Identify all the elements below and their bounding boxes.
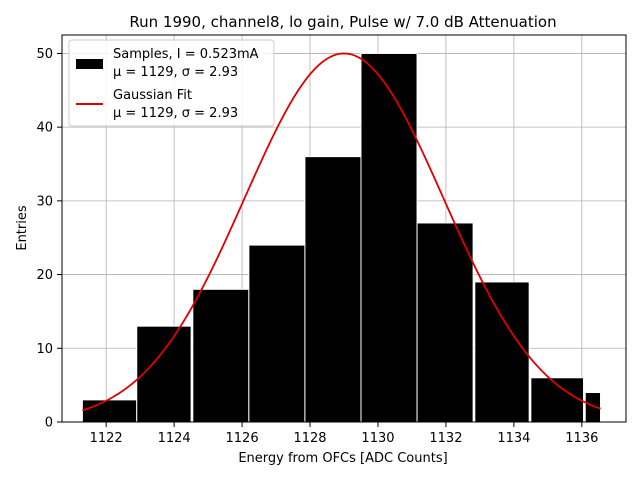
x-tick-label: 1122	[90, 431, 123, 446]
y-tick-label: 0	[45, 416, 53, 431]
histogram-bar	[416, 222, 474, 423]
x-tick-label: 1136	[565, 431, 598, 446]
x-tick-label: 1126	[226, 431, 259, 446]
x-axis: 1122 1124 1126 1128 1130 1132 1134 1136	[90, 422, 598, 446]
y-tick-label: 10	[36, 342, 53, 357]
histogram-bar	[192, 288, 250, 423]
x-tick-label: 1128	[293, 431, 326, 446]
histogram-bar	[474, 281, 530, 423]
histogram-bars	[81, 52, 602, 423]
legend-samples-swatch	[76, 59, 103, 69]
legend-box	[68, 39, 275, 127]
y-axis: 0 10 20 30 40 50	[36, 47, 62, 431]
legend: Samples, I = 0.523mA μ = 1129, σ = 2.93 …	[68, 39, 275, 127]
x-tick-label: 1132	[429, 431, 462, 446]
plot-frame	[61, 34, 627, 423]
legend-samples-stats: μ = 1129, σ = 2.93	[113, 65, 238, 80]
x-tick-label: 1134	[497, 431, 530, 446]
x-tick-label: 1130	[361, 431, 394, 446]
x-axis-label: Energy from OFCs [ADC Counts]	[238, 451, 447, 466]
histogram-bar	[136, 325, 192, 423]
legend-fit-label: Gaussian Fit	[113, 88, 192, 103]
y-tick-label: 30	[36, 194, 53, 209]
gaussian-fit	[82, 52, 601, 412]
y-axis-label: Entries	[15, 205, 30, 251]
y-tick-label: 50	[36, 47, 53, 62]
y-tick-label: 20	[36, 268, 53, 283]
histogram-bar	[304, 156, 362, 423]
histogram-bar	[360, 52, 418, 423]
gaussian-fit-line	[82, 52, 601, 412]
histogram-bar	[81, 399, 138, 423]
legend-samples-label: Samples, I = 0.523mA	[113, 47, 259, 62]
legend-fit-stats: μ = 1129, σ = 2.93	[113, 106, 238, 121]
y-tick-label: 40	[36, 121, 53, 136]
histogram-bar	[248, 244, 306, 423]
x-tick-label: 1124	[158, 431, 191, 446]
chart-title: Run 1990, channel8, lo gain, Pulse w/ 7.…	[129, 13, 556, 31]
